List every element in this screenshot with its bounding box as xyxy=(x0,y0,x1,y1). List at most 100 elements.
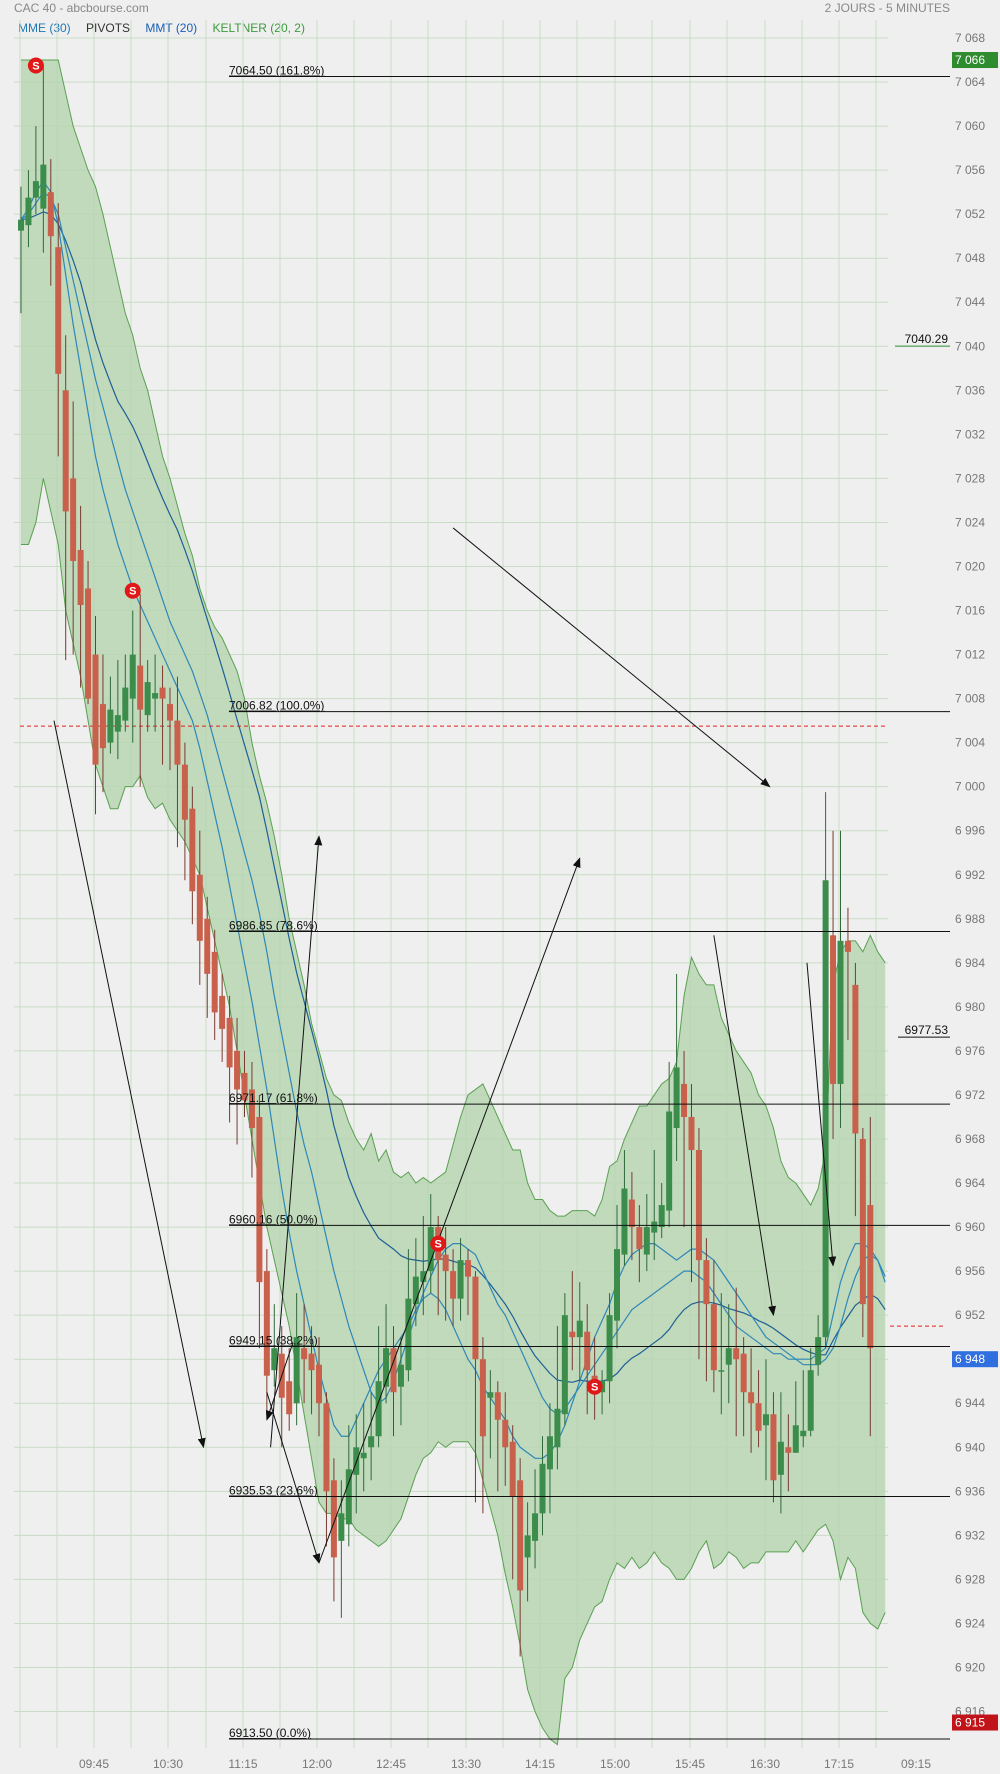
candle-body xyxy=(457,1260,464,1299)
candle-body xyxy=(167,704,173,721)
candle-body xyxy=(621,1188,628,1255)
candle-body xyxy=(800,1430,807,1437)
legend-item-mmt[interactable]: MMT (20) xyxy=(145,21,198,35)
candle-body xyxy=(442,1254,449,1272)
candle-body xyxy=(852,984,859,1134)
trend-arrow xyxy=(452,527,771,788)
keltner-band xyxy=(21,60,886,1745)
candle-body xyxy=(450,1271,457,1299)
legend-item-pivots[interactable]: PIVOTS xyxy=(86,21,131,35)
sell-signal-label: S xyxy=(32,61,39,73)
y-tick-label: 7 000 xyxy=(955,780,985,794)
trend-arrow xyxy=(266,1392,321,1564)
price-tag xyxy=(952,1351,998,1368)
candle-body xyxy=(55,247,62,374)
y-tick-label: 7 060 xyxy=(955,119,985,133)
fib-level-label: 7064.50 (161.8%) xyxy=(229,64,324,78)
y-tick-label: 6 960 xyxy=(955,1220,985,1234)
x-tick-label: 17:15 xyxy=(824,1757,854,1771)
candle-body xyxy=(681,1083,688,1117)
candle-body xyxy=(539,1463,546,1514)
y-tick-label: 7 064 xyxy=(955,75,985,89)
y-tick-label: 7 052 xyxy=(955,207,985,221)
x-tick-label: 15:00 xyxy=(600,1757,630,1771)
candle-body xyxy=(725,1348,732,1365)
trend-arrow xyxy=(53,720,206,1449)
x-tick-label: 11:15 xyxy=(228,1757,257,1771)
price-annotation: 7040.29 xyxy=(905,332,949,346)
candle-body xyxy=(390,1348,397,1393)
y-tick-label: 6 920 xyxy=(955,1660,985,1674)
candle-body xyxy=(777,1441,784,1475)
y-tick-label: 7 012 xyxy=(955,648,985,662)
candle-body xyxy=(159,687,166,699)
candle-body xyxy=(420,1271,427,1283)
x-tick-label: 15:45 xyxy=(675,1757,705,1771)
candle-body xyxy=(792,1425,799,1453)
price-tag-label: 6 948 xyxy=(955,1352,985,1366)
candle-body xyxy=(614,1249,620,1321)
y-tick-label: 7 032 xyxy=(955,427,985,441)
candle-body xyxy=(763,1414,769,1426)
candle-body xyxy=(226,1017,233,1068)
candle-body xyxy=(241,1072,248,1101)
y-tick-label: 6 968 xyxy=(955,1132,985,1146)
y-tick-label: 6 940 xyxy=(955,1440,985,1454)
fib-level-label: 6986.85 (78.6%) xyxy=(229,918,318,932)
fib-level-label: 7006.82 (100.0%) xyxy=(229,699,324,713)
candle-body xyxy=(286,1381,293,1415)
y-tick-label: 6 992 xyxy=(955,868,985,882)
candle-body xyxy=(606,1315,613,1382)
y-tick-label: 7 068 xyxy=(955,31,985,45)
candle-body xyxy=(85,588,92,699)
y-tick-label: 7 004 xyxy=(955,736,985,750)
y-tick-label: 7 008 xyxy=(955,692,985,706)
candle-body xyxy=(144,682,151,716)
timeframe-label[interactable]: 2 JOURS - 5 MINUTES xyxy=(824,1,950,15)
candle-body xyxy=(584,1331,591,1371)
candle-body xyxy=(502,1419,509,1448)
y-tick-label: 6 928 xyxy=(955,1572,985,1586)
candle-body xyxy=(383,1348,390,1387)
candle-body xyxy=(554,1408,561,1448)
y-tick-label: 6 952 xyxy=(955,1308,985,1322)
candle-body xyxy=(688,1116,695,1151)
chart-source-title: CAC 40 - abcbourse.com xyxy=(14,1,149,15)
legend-item-keltner[interactable]: KELTNER (20, 2) xyxy=(212,21,305,35)
candle-body xyxy=(740,1353,747,1393)
sell-signal-marker xyxy=(586,1378,603,1395)
legend-item-mme[interactable]: MME (30) xyxy=(18,21,71,35)
x-tick-label: 12:45 xyxy=(376,1757,406,1771)
candle-body xyxy=(651,1221,658,1233)
candle-body xyxy=(323,1403,330,1492)
x-tick-label: 14:15 xyxy=(525,1757,555,1771)
y-tick-label: 7 016 xyxy=(955,604,985,618)
sell-signal-marker xyxy=(430,1235,447,1252)
candle-body xyxy=(785,1447,792,1453)
y-tick-label: 6 988 xyxy=(955,912,985,926)
candle-body xyxy=(487,1392,494,1398)
x-tick-label: 12:00 xyxy=(302,1757,332,1771)
candle-body xyxy=(219,995,226,1029)
candle-body xyxy=(308,1353,315,1371)
candle-body xyxy=(509,1441,516,1497)
candle-body xyxy=(360,1452,367,1459)
top-bar: CAC 40 - abcbourse.com 2 JOURS - 5 MINUT… xyxy=(0,0,1000,18)
candle-body xyxy=(733,1348,740,1360)
candle-body xyxy=(479,1359,486,1437)
candle-body xyxy=(122,687,129,721)
y-tick-label: 7 020 xyxy=(955,559,985,573)
y-tick-label: 6 972 xyxy=(955,1088,985,1102)
candle-body xyxy=(271,1348,278,1371)
candle-body xyxy=(375,1381,382,1437)
candle-body xyxy=(524,1535,531,1558)
indicator-legend: MME (30) PIVOTS MMT (20) KELTNER (20, 2) xyxy=(18,21,317,35)
candle-body xyxy=(546,1436,553,1470)
candle-body xyxy=(293,1337,300,1404)
candle-body xyxy=(666,1111,673,1211)
candle-body xyxy=(114,715,121,732)
candle-body xyxy=(62,390,69,512)
candle-body xyxy=(703,1260,710,1305)
candle-body xyxy=(830,935,837,1084)
